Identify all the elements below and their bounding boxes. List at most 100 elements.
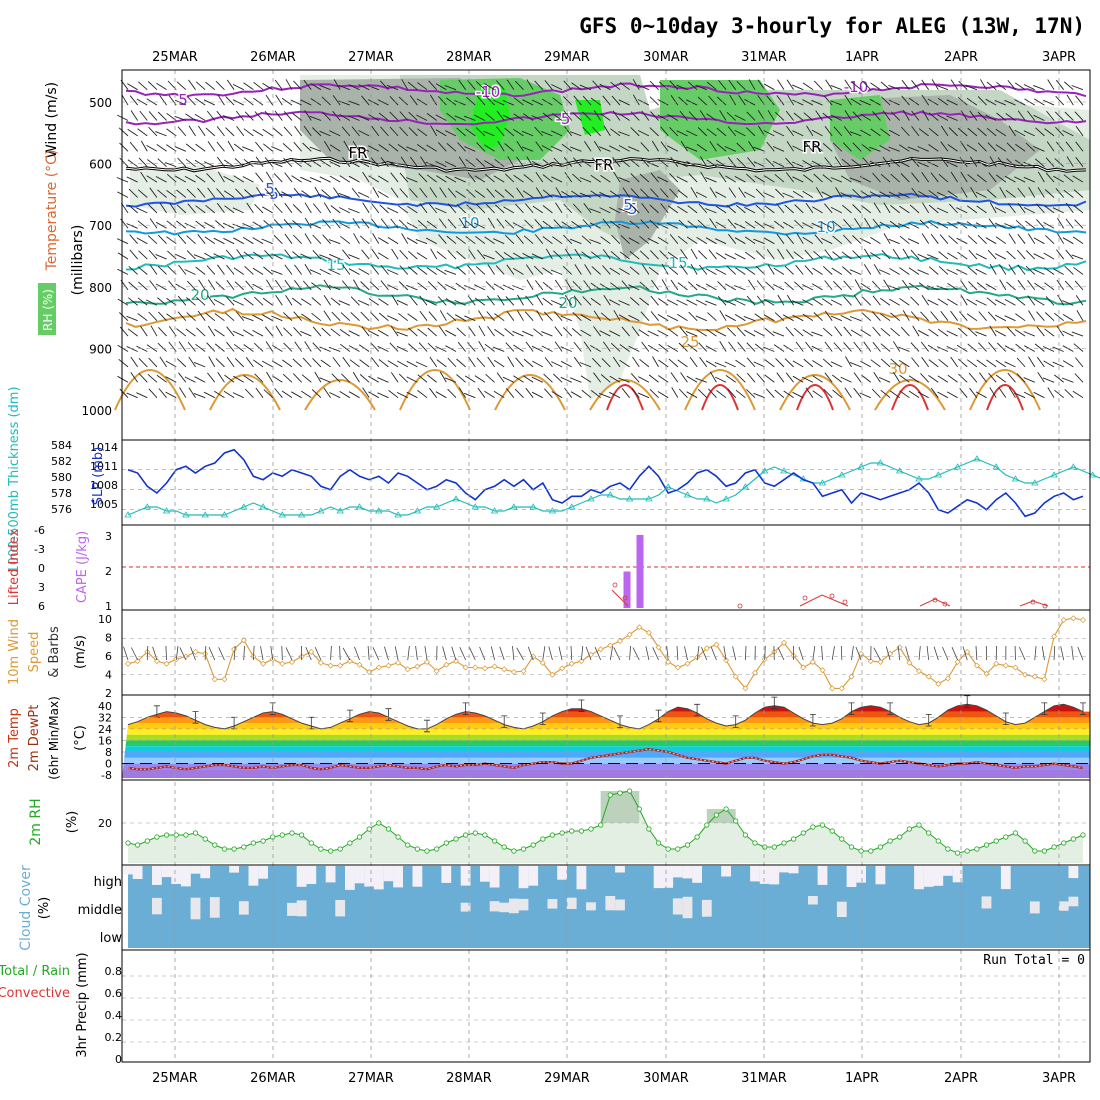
minmax-bar: [385, 708, 392, 721]
wind-barb: [1033, 237, 1045, 245]
wind-barb: [560, 360, 572, 368]
wind-barb: [715, 330, 727, 337]
wind-barb: [207, 295, 216, 306]
wind-barb: [1006, 158, 1016, 168]
surface-wind-barb: [123, 646, 129, 661]
wind-barb: [1055, 79, 1065, 90]
wind-barb: [507, 356, 515, 368]
wind-barb: [377, 99, 389, 106]
surface-wind-barb: [696, 646, 700, 661]
temp-tick-label: 8: [105, 746, 112, 759]
wind-barb: [252, 237, 264, 245]
wind-barb: [601, 358, 611, 368]
wind-barb: [582, 95, 592, 106]
wind-speed-point: [906, 659, 913, 666]
wind-barb: [226, 356, 235, 368]
cloud-high-gap: [856, 866, 866, 883]
wind-barb: [341, 126, 351, 137]
wind-barb: [965, 85, 978, 91]
wind-barb: [792, 314, 804, 322]
wind-barb: [458, 156, 467, 167]
wind-barb: [687, 343, 698, 352]
surface-wind-barb: [384, 646, 389, 661]
cloud-high-gap: [258, 866, 268, 879]
wind-barb: [551, 361, 563, 368]
wind-barb: [610, 81, 621, 91]
wind-barb: [889, 268, 900, 275]
wind-barb: [1017, 264, 1026, 275]
contour-label: 20: [558, 294, 577, 312]
wind-barb: [513, 375, 524, 383]
wind-barb: [265, 341, 274, 352]
rh2m-axis-title: 2m RH: [28, 798, 44, 845]
wind-barb: [814, 234, 823, 244]
wind-barb: [244, 265, 254, 275]
wind-barb: [485, 281, 495, 291]
wind-barb: [870, 252, 881, 260]
wind-barb: [329, 160, 341, 168]
wind-barb: [936, 191, 949, 198]
wind-speed-point: [752, 669, 758, 676]
wind-barb: [159, 202, 167, 214]
wind-barb: [502, 99, 515, 106]
cloud-mid-gap: [152, 897, 162, 915]
wind-barb: [801, 376, 814, 383]
wind-barb: [244, 388, 254, 398]
wind-barb: [234, 358, 245, 368]
wind10-axis-title: Speed: [27, 632, 42, 673]
wind-barb: [535, 280, 544, 291]
wind-barb: [767, 264, 775, 275]
wind-barb: [659, 250, 669, 260]
wind-barb: [1074, 111, 1084, 121]
wind-barb: [543, 373, 553, 383]
wind-speed-point: [703, 645, 710, 652]
wind-barb: [667, 114, 679, 121]
wind-barb: [265, 171, 274, 183]
minmax-bar: [887, 702, 894, 715]
wind-barb: [149, 280, 158, 291]
wind-barb: [572, 311, 582, 322]
pressure-tick-label: 800: [89, 281, 112, 295]
wind-barb: [667, 251, 679, 260]
temp-color-band: [122, 723, 1090, 729]
wind-barb: [937, 328, 949, 337]
wind-barb: [526, 156, 534, 167]
wind-barb: [853, 372, 862, 383]
wind-barb: [554, 341, 563, 352]
cloud-high-gap: [181, 866, 191, 887]
cloud-high-gap: [875, 866, 886, 885]
cloud-high-gap: [557, 866, 567, 880]
wind-barb: [804, 249, 814, 260]
wind-barb: [978, 342, 987, 352]
wind-barb: [380, 157, 389, 167]
surface-wind-barb: [723, 646, 727, 661]
wind-barb: [406, 376, 418, 383]
wind-barb: [570, 146, 582, 152]
wind-barb: [292, 220, 302, 229]
wind-barb: [584, 264, 592, 275]
wind-barb: [426, 220, 437, 229]
wind-barb: [657, 114, 669, 121]
wind-barb: [1017, 202, 1026, 214]
wind-barb: [418, 173, 428, 183]
wind-barb: [563, 80, 573, 90]
wind-barb: [252, 129, 264, 137]
wind-barb: [917, 161, 929, 168]
wind-barb: [1064, 265, 1074, 275]
wind-barb: [551, 176, 563, 183]
wind-barb: [292, 358, 302, 368]
thickness-point: [452, 495, 460, 502]
wind-barb: [685, 146, 698, 152]
wind-barb: [618, 223, 630, 229]
wind-barb: [573, 295, 582, 306]
wind-barb: [602, 95, 611, 106]
wind-barb: [156, 374, 167, 383]
wind-barb: [319, 176, 331, 183]
wind-barb: [360, 311, 370, 321]
cloud-high-gap: [412, 866, 423, 887]
wind-barb: [416, 252, 428, 260]
wind-barb: [949, 203, 958, 214]
wind-barb: [232, 83, 244, 91]
wind-barb: [859, 392, 871, 399]
precip-conv-title: Convective: [0, 986, 70, 1001]
